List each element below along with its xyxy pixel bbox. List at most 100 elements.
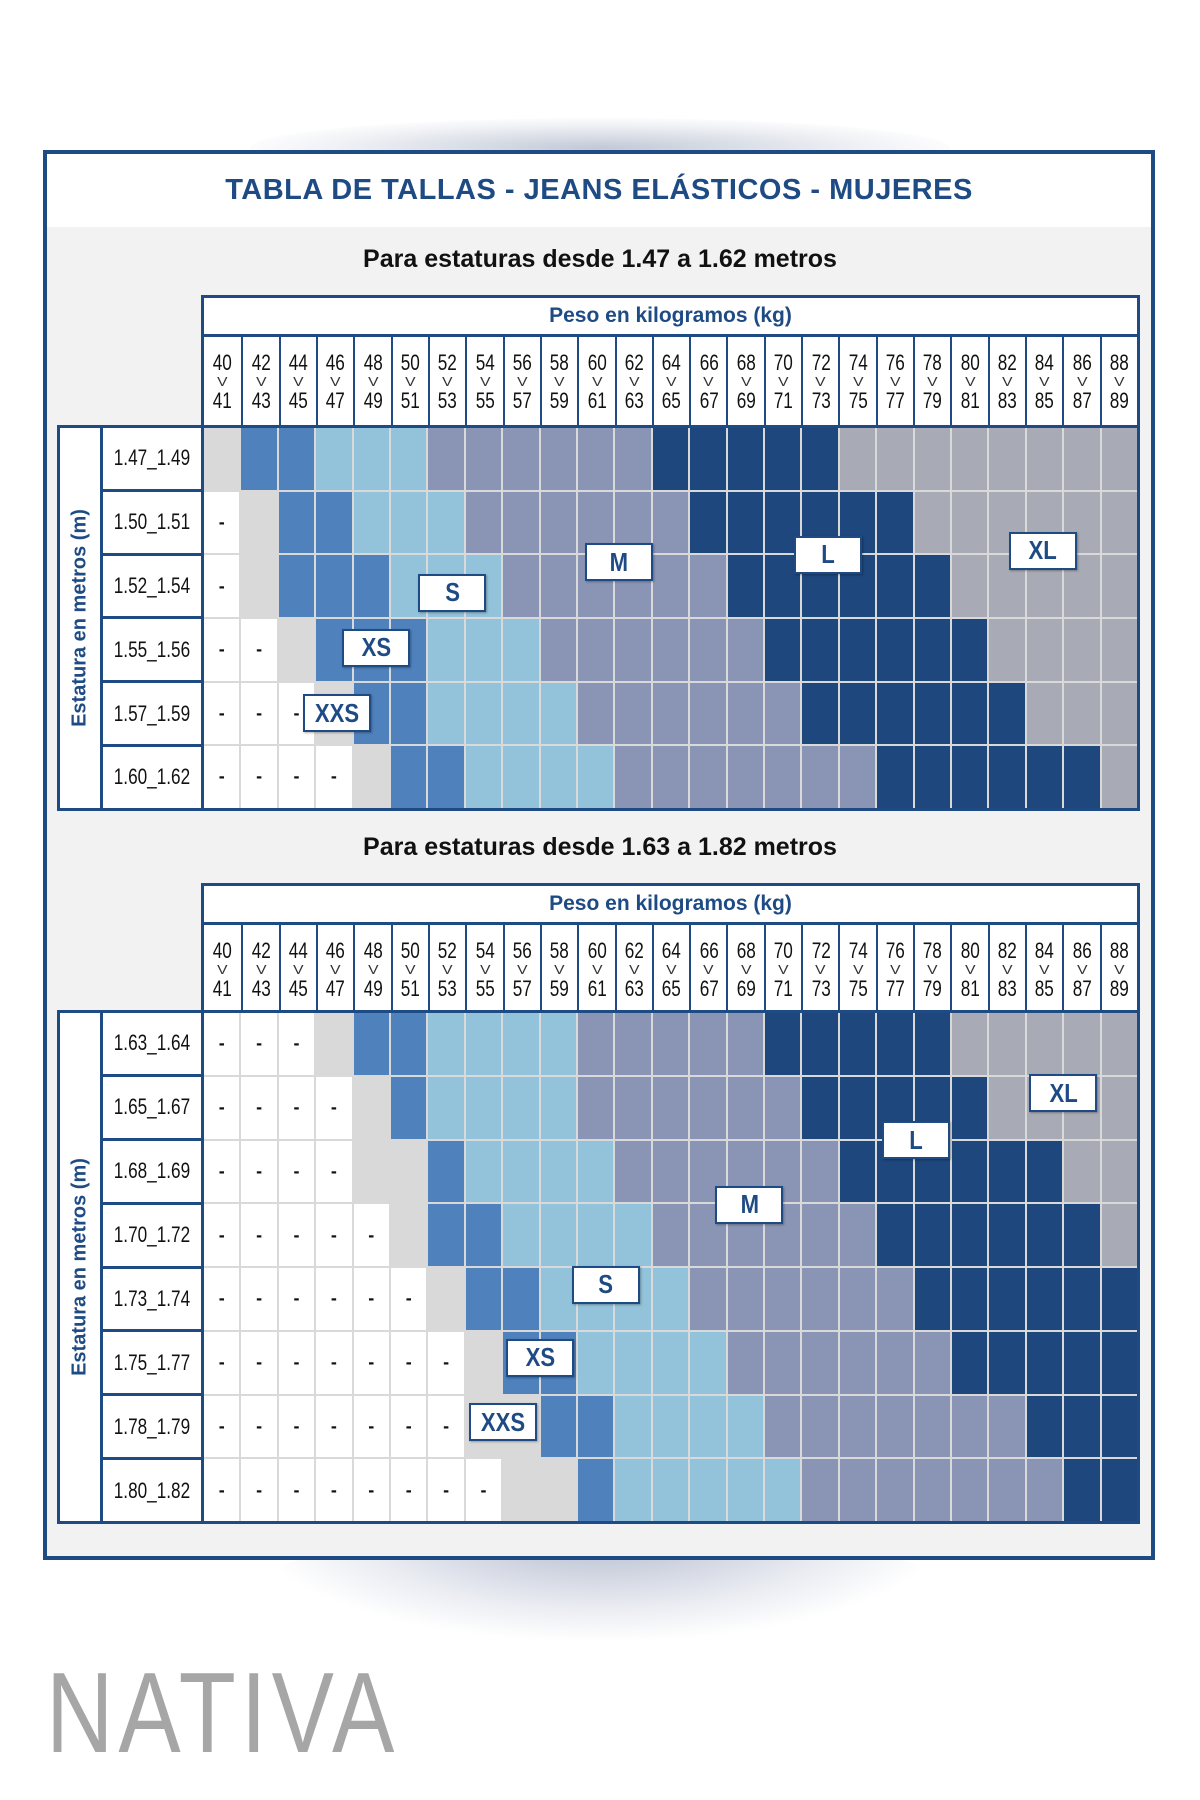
weight-from: 88 bbox=[1109, 938, 1129, 963]
empty-cell: - bbox=[316, 1331, 352, 1394]
size-cell-m bbox=[802, 1395, 838, 1458]
empty-cell: - bbox=[428, 1459, 464, 1521]
weight-to: 51 bbox=[400, 976, 420, 1001]
empty-cell: - bbox=[241, 1459, 277, 1521]
size-cell-m bbox=[690, 682, 726, 745]
weight-column-header: 46 V 47 bbox=[315, 337, 353, 427]
size-cell-xxs bbox=[353, 746, 389, 808]
weight-column-header: 68 V 69 bbox=[726, 925, 763, 1015]
weight-to: 63 bbox=[624, 976, 644, 1001]
weight-column-header: 82 V 83 bbox=[987, 925, 1025, 1015]
empty-cell: - bbox=[204, 1140, 240, 1203]
size-cell-m bbox=[1026, 1459, 1063, 1521]
range-separator-icon: V bbox=[330, 962, 341, 977]
weight-column-header: 68 V 69 bbox=[726, 337, 763, 427]
size-grid: ----------- bbox=[204, 428, 1137, 808]
size-label-text: M bbox=[740, 1189, 759, 1220]
weight-from: 72 bbox=[811, 350, 831, 375]
weight-to: 81 bbox=[960, 388, 980, 413]
weight-from: 54 bbox=[475, 938, 495, 963]
weight-from: 86 bbox=[1072, 938, 1092, 963]
range-separator-icon: V bbox=[255, 374, 267, 389]
height-row-label: 1.63_1.64 bbox=[103, 1013, 201, 1074]
height-range: 1.52_1.54 bbox=[113, 572, 191, 598]
empty-cell: - bbox=[204, 1268, 240, 1330]
size-cell-xs bbox=[578, 1459, 614, 1521]
size-cell-xl bbox=[1101, 1013, 1137, 1075]
weight-to: 61 bbox=[587, 976, 607, 1001]
size-cell-xs bbox=[465, 1204, 502, 1266]
size-cell-s bbox=[391, 428, 427, 490]
weight-from: 78 bbox=[923, 938, 943, 963]
size-cell-xs bbox=[278, 555, 315, 617]
size-cell-s bbox=[578, 746, 614, 808]
size-cell-s bbox=[727, 1395, 763, 1458]
weight-from: 74 bbox=[848, 350, 868, 375]
size-cell-s bbox=[428, 1076, 464, 1139]
size-cell-l bbox=[727, 491, 763, 554]
empty-cell: - bbox=[316, 1140, 352, 1203]
empty-cell: - bbox=[353, 1395, 389, 1458]
size-cell-m bbox=[765, 1331, 801, 1394]
height-row-label: 1.65_1.67 bbox=[103, 1073, 201, 1138]
size-label-xxs: XXS bbox=[468, 1403, 537, 1442]
size-cell-m bbox=[765, 1268, 801, 1330]
size-cell-xl bbox=[1026, 682, 1063, 745]
size-cell-xxs bbox=[503, 1459, 539, 1521]
weight-column-header: 46 V 47 bbox=[315, 925, 353, 1015]
size-cell-xl bbox=[1101, 618, 1137, 681]
empty-cell: - bbox=[241, 618, 277, 681]
empty-cell: - bbox=[391, 1268, 427, 1330]
size-cell-m bbox=[652, 746, 689, 808]
empty-cell: - bbox=[353, 1204, 389, 1266]
size-cell-xl bbox=[989, 1076, 1025, 1139]
empty-cell: - bbox=[353, 1268, 389, 1330]
size-cell-l bbox=[989, 746, 1025, 808]
height-range: 1.50_1.51 bbox=[113, 509, 191, 535]
weight-header-label: Peso en kilogramos (kg) bbox=[204, 886, 1137, 925]
size-label-m: M bbox=[584, 543, 653, 582]
empty-cell: - bbox=[391, 1395, 427, 1458]
size-cell-l bbox=[1026, 1331, 1063, 1394]
height-range: 1.68_1.69 bbox=[113, 1158, 191, 1184]
weight-from: 70 bbox=[773, 938, 793, 963]
size-cell-m bbox=[690, 1076, 726, 1139]
size-cell-l bbox=[877, 682, 913, 745]
size-cell-xxs bbox=[241, 491, 277, 554]
weight-to: 47 bbox=[326, 976, 346, 1001]
table-subtitle: Para estaturas desde 1.47 a 1.62 metros bbox=[363, 245, 837, 273]
size-cell-xl bbox=[1101, 746, 1137, 808]
range-separator-icon: V bbox=[367, 962, 379, 977]
size-cell-m bbox=[652, 1076, 689, 1139]
size-cell-xl bbox=[1064, 1140, 1100, 1203]
weight-to: 55 bbox=[475, 976, 495, 1001]
weight-to: 67 bbox=[699, 976, 719, 1001]
size-cell-xxs bbox=[428, 1268, 464, 1330]
range-separator-icon: V bbox=[628, 374, 640, 389]
weight-from: 68 bbox=[736, 350, 756, 375]
size-cell-xs bbox=[278, 491, 315, 554]
size-cell-l bbox=[952, 618, 988, 681]
height-row-label: 1.80_1.82 bbox=[103, 1457, 201, 1521]
size-cell-l bbox=[989, 1204, 1025, 1266]
page-title: TABLA DE TALLAS - JEANS ELÁSTICOS - MUJE… bbox=[225, 174, 973, 206]
size-cell-s bbox=[503, 1204, 539, 1266]
size-cell-l bbox=[1064, 1459, 1100, 1521]
height-row-labels: 1.47_1.49 1.50_1.51 1.52_1.54 1.55_1.56 1.57… bbox=[103, 428, 204, 808]
empty-cell: - bbox=[278, 1268, 315, 1330]
size-cell-m bbox=[615, 746, 651, 808]
weight-to: 57 bbox=[512, 976, 532, 1001]
size-cell-l bbox=[839, 1076, 876, 1139]
size-label-xs: XS bbox=[341, 628, 410, 667]
weight-columns: 40 V 41 42 V 43 44 V 45 46 V 47 48 V 49 50 V 51 52 V 53 54 V 55… bbox=[204, 925, 1137, 1015]
weight-column-header: 86 V 87 bbox=[1062, 925, 1099, 1015]
weight-to: 87 bbox=[1072, 388, 1092, 413]
range-separator-icon: V bbox=[778, 374, 789, 389]
empty-cell: - bbox=[241, 1331, 277, 1394]
size-cell-l bbox=[989, 1331, 1025, 1394]
height-row-label: 1.73_1.74 bbox=[103, 1265, 201, 1330]
height-range: 1.65_1.67 bbox=[113, 1094, 191, 1120]
empty-cell: - bbox=[316, 1076, 352, 1139]
size-label-xl: XL bbox=[1029, 1074, 1098, 1113]
size-cell-l bbox=[1026, 1395, 1063, 1458]
